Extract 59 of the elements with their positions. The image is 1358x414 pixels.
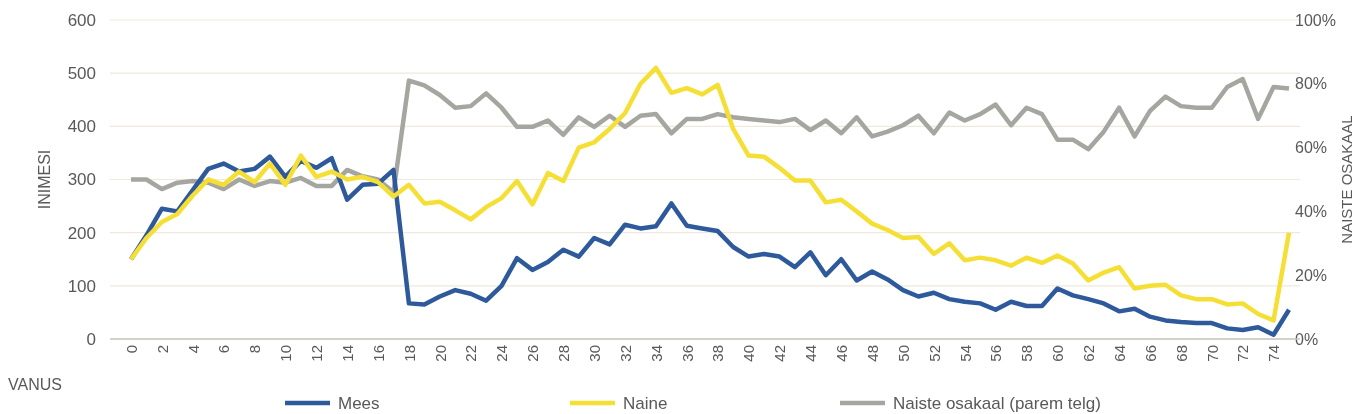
- x-tick-label: 44: [802, 345, 820, 362]
- y2-tick-label: 80%: [1295, 75, 1328, 93]
- x-tick-label: 42: [771, 345, 789, 362]
- x-tick-label: 48: [863, 345, 881, 362]
- line-series: [128, 154, 1292, 337]
- y2-tick-label: 0%: [1295, 330, 1319, 348]
- x-tick-label: 12: [308, 345, 326, 362]
- x-tick-label: 74: [1265, 345, 1283, 362]
- x-tick-label: 66: [1141, 345, 1159, 362]
- x-tick-label: 46: [832, 345, 850, 362]
- x-tick-label: 24: [493, 345, 511, 362]
- legend-label: Mees: [338, 394, 380, 413]
- x-tick-label: 50: [894, 345, 912, 362]
- x-tick-label: 0: [122, 345, 140, 354]
- x-tick-label: 60: [1049, 345, 1067, 362]
- x-tick-label: 72: [1234, 345, 1252, 362]
- x-tick-label: 52: [925, 345, 943, 362]
- x-tick-label: 70: [1203, 345, 1221, 362]
- y-tick-label: 100: [67, 276, 96, 296]
- x-tick-label: 26: [524, 345, 542, 362]
- x-tick-label: 36: [678, 345, 696, 362]
- x-tick-label: 6: [215, 345, 233, 354]
- x-tick-label: 62: [1080, 345, 1098, 362]
- y2-tick-label: 40%: [1295, 203, 1328, 221]
- x-tick-label: 4: [184, 345, 202, 354]
- x-tick-label: 38: [709, 345, 727, 362]
- y-tick-label: 600: [67, 10, 96, 30]
- x-tick-label: 40: [740, 345, 758, 362]
- x-axis-title: VANUS: [8, 376, 62, 393]
- x-tick-label: 18: [400, 345, 418, 362]
- line-series: [128, 76, 1292, 195]
- line-series: [128, 65, 1292, 323]
- x-tick-label: 56: [987, 345, 1005, 362]
- y2-tick-label: 60%: [1295, 139, 1328, 157]
- x-tick-label: 68: [1172, 345, 1190, 362]
- legend-label: Naine: [623, 394, 668, 413]
- x-tick-label: 32: [616, 345, 634, 362]
- y-tick-label: 400: [67, 117, 96, 137]
- y2-axis-title: NAISTE OSAKAAL: [1338, 115, 1355, 244]
- x-tick-label: 10: [277, 345, 295, 362]
- x-tick-label: 8: [246, 345, 264, 354]
- x-tick-label: 54: [956, 345, 974, 362]
- y-axis-title: INIMESI: [36, 149, 53, 210]
- y-tick-label: 500: [67, 64, 96, 84]
- y2-tick-label: 20%: [1295, 266, 1328, 284]
- x-tick-label: 16: [369, 345, 387, 362]
- x-tick-label: 14: [338, 345, 356, 362]
- x-tick-label: 58: [1018, 345, 1036, 362]
- x-tick-label: 34: [647, 345, 665, 362]
- x-tick-label: 30: [585, 345, 603, 362]
- y-tick-label: 200: [67, 223, 96, 243]
- x-tick-label: 22: [462, 345, 480, 362]
- x-tick-label: 64: [1110, 345, 1128, 362]
- legend-label: Naiste osakaal (parem telg): [893, 394, 1101, 413]
- x-tick-label: 20: [431, 345, 449, 362]
- y2-tick-label: 100%: [1295, 11, 1336, 29]
- y-tick-label: 300: [67, 170, 96, 190]
- x-tick-label: 28: [555, 345, 573, 362]
- x-tick-label: 2: [153, 345, 171, 354]
